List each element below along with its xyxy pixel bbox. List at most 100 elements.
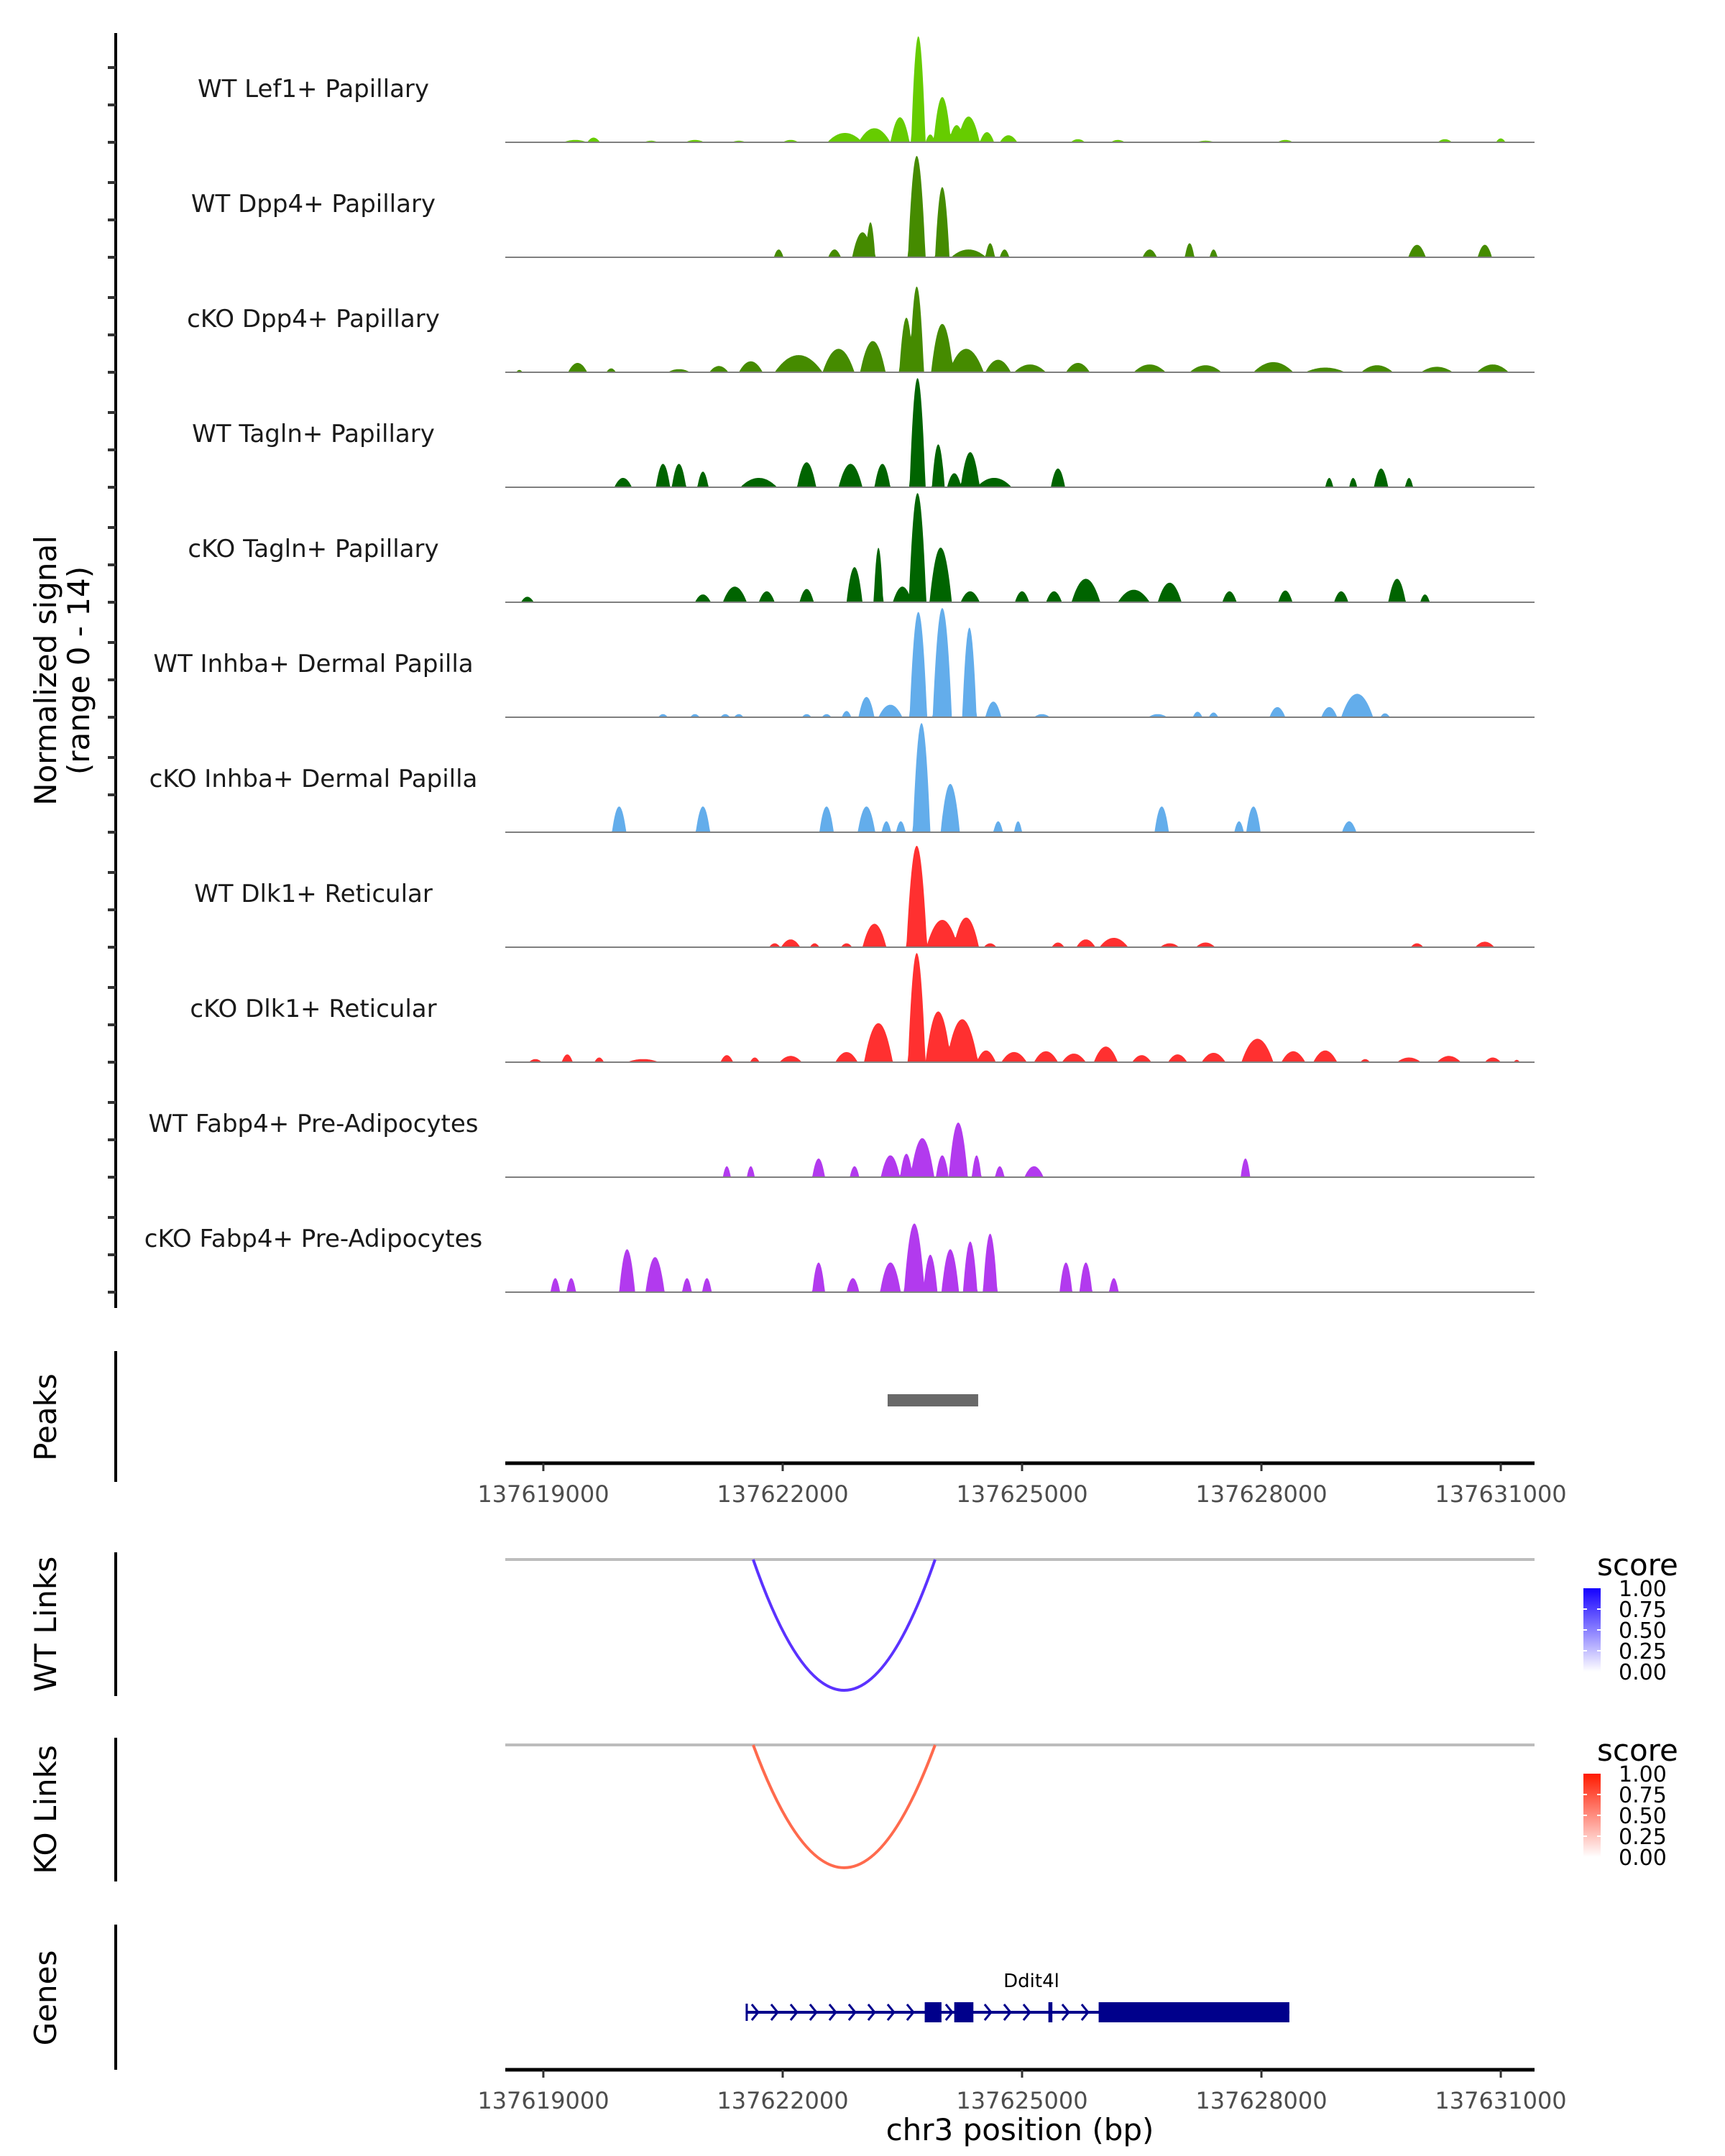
- x-tick-label: 137622000: [717, 2087, 848, 2114]
- genes-panel: Genes Ddit4l 137619000 137622000 137625000…: [28, 1925, 1567, 2147]
- legend-tick-label: 0.25: [1619, 1639, 1667, 1664]
- gene-exon: [924, 2002, 942, 2022]
- coverage-track: cKO Fabp4+ Pre-Adipocytes: [144, 1223, 1535, 1293]
- track-label: WT Inhba+ Dermal Papilla: [153, 650, 473, 678]
- legend-tick-label: 1.00: [1619, 1762, 1667, 1787]
- coverage-area: [505, 493, 1535, 602]
- strand-arrow-icon: [770, 2004, 779, 2021]
- coverage-area: [505, 36, 1535, 142]
- x-axis-bottom: 137619000 137622000 137625000 137628000 1376…: [477, 2070, 1567, 2114]
- strand-arrow-icon: [1061, 2004, 1070, 2021]
- strand-arrow-icon: [1080, 2004, 1090, 2021]
- genes-track-label: Genes: [28, 1950, 63, 2046]
- peaks-track-label: Peaks: [28, 1373, 63, 1461]
- coverage-track: WT Dlk1+ Reticular: [194, 845, 1535, 948]
- coverage-area: [505, 608, 1535, 717]
- gene-name: Ddit4l: [1003, 1971, 1059, 1992]
- track-label: WT Fabp4+ Pre-Adipocytes: [149, 1110, 479, 1138]
- x-tick-label: 137625000: [956, 2087, 1087, 2114]
- strand-arrow-icon: [1022, 2004, 1031, 2021]
- legend-tick-label: 0.75: [1619, 1598, 1667, 1623]
- legend-tick-label: 0.75: [1619, 1783, 1667, 1808]
- x-tick-label: 137628000: [1195, 2087, 1327, 2114]
- gene-marks: Ddit4l: [745, 1971, 1289, 2022]
- x-tick-label: 137628000: [1195, 1480, 1327, 1508]
- peak-region: [887, 1394, 978, 1406]
- x-tick-label: 137622000: [717, 1480, 848, 1508]
- legend-tick-label: 1.00: [1619, 1577, 1667, 1602]
- legend-tick-label: 0.50: [1619, 1618, 1667, 1644]
- strand-arrow-icon: [944, 2004, 954, 2021]
- strand-arrow-icon: [828, 2004, 837, 2021]
- coverage-track: cKO Dpp4+ Papillary: [187, 286, 1535, 373]
- gene-exon: [954, 2002, 974, 2022]
- strand-arrow-icon: [809, 2004, 818, 2021]
- track-label: WT Dlk1+ Reticular: [194, 880, 433, 908]
- legend-title: score: [1597, 1547, 1678, 1583]
- legend-title: score: [1597, 1733, 1678, 1768]
- legend-tick-label: 0.00: [1619, 1846, 1667, 1871]
- gene-exon: [1048, 2002, 1053, 2022]
- strand-arrow-icon: [750, 2004, 760, 2021]
- coverage-track: cKO Inhba+ Dermal Papilla: [150, 723, 1535, 833]
- strand-arrow-icon: [1003, 2004, 1012, 2021]
- track-label: cKO Dlk1+ Reticular: [190, 995, 436, 1023]
- x-tick-label: 137619000: [477, 1480, 609, 1508]
- track-label: cKO Inhba+ Dermal Papilla: [150, 765, 478, 793]
- track-label: WT Dpp4+ Papillary: [191, 190, 436, 218]
- coverage-track: WT Inhba+ Dermal Papilla: [153, 608, 1535, 718]
- strand-arrow-icon: [847, 2004, 857, 2021]
- link-arc: [752, 1559, 937, 1692]
- gene-model: Ddit4l: [745, 1971, 1289, 2022]
- coverage-area: [505, 845, 1535, 947]
- track-label: WT Lef1+ Papillary: [198, 75, 429, 103]
- coverage-area: [505, 723, 1535, 832]
- x-axis-top: 137619000 137622000 137625000 137628000 1376…: [477, 1463, 1567, 1508]
- coverage-track: WT Fabp4+ Pre-Adipocytes: [149, 1110, 1535, 1178]
- coverage-area: [505, 378, 1535, 487]
- coverage-y-axis-range: (range 0 - 14): [61, 566, 96, 775]
- coverage-track: WT Tagln+ Papillary: [192, 378, 1535, 488]
- track-label: WT Tagln+ Papillary: [192, 420, 435, 448]
- strand-arrow-icon: [906, 2004, 915, 2021]
- x-tick-label: 137619000: [477, 2087, 609, 2114]
- coverage-y-ticks: [108, 66, 116, 1294]
- track-label: cKO Dpp4+ Papillary: [187, 305, 440, 333]
- x-tick-label: 137625000: [956, 1480, 1087, 1508]
- coverage-area: [505, 1123, 1535, 1177]
- coverage-area: [505, 953, 1535, 1062]
- coverage-area: [505, 156, 1535, 257]
- coverage-area: [505, 1223, 1535, 1292]
- strand-arrow-icon: [886, 2004, 896, 2021]
- coverage-y-axis-title: Normalized signal: [28, 535, 63, 806]
- track-label: cKO Fabp4+ Pre-Adipocytes: [144, 1225, 483, 1253]
- legend-tick-label: 0.25: [1619, 1825, 1667, 1850]
- peaks-panel: Peaks 137619000 137622000 137625000 1376280…: [28, 1351, 1567, 1508]
- strand-arrow-icon: [983, 2004, 993, 2021]
- coverage-track: WT Lef1+ Papillary: [198, 36, 1535, 143]
- strand-arrow-icon: [789, 2004, 799, 2021]
- peaks-marks: [887, 1394, 978, 1406]
- links-track-label: WT Links: [28, 1557, 63, 1692]
- x-tick-label: 137631000: [1435, 2087, 1566, 2114]
- x-axis-title: chr3 position (bp): [886, 2112, 1154, 2147]
- links-track-label: KO Links: [28, 1745, 63, 1874]
- coverage-track: cKO Dlk1+ Reticular: [190, 953, 1535, 1063]
- coverage-panel: Normalized signal (range 0 - 14) WT Lef1…: [28, 33, 1535, 1308]
- coverage-track: cKO Tagln+ Papillary: [188, 493, 1535, 603]
- link-arc: [752, 1744, 937, 1869]
- x-tick-label: 137631000: [1435, 1480, 1566, 1508]
- legend-tick-label: 0.50: [1619, 1804, 1667, 1829]
- coverage-area: [505, 286, 1535, 372]
- track-label: cKO Tagln+ Papillary: [188, 535, 438, 563]
- coverage-track: WT Dpp4+ Papillary: [191, 156, 1535, 258]
- gene-exon: [1098, 2002, 1289, 2022]
- strand-arrow-icon: [867, 2004, 876, 2021]
- legend-tick-label: 0.00: [1619, 1660, 1667, 1685]
